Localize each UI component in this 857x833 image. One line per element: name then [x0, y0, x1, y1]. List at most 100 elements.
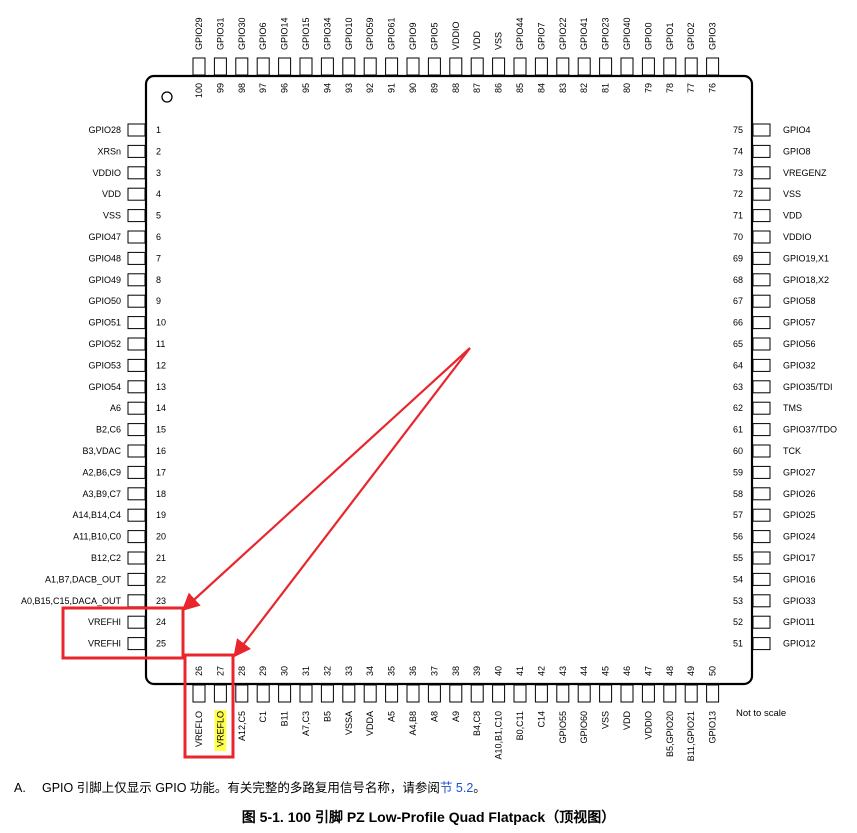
pin-pad-right-63: [752, 380, 771, 394]
pin-pad-bottom-48: [663, 684, 677, 703]
pin-name-66: GPIO57: [783, 318, 816, 328]
pin-name-76: GPIO3: [708, 22, 718, 50]
pin-pad-right-70: [752, 230, 771, 244]
pin-pad-right-68: [752, 273, 771, 287]
pin-number-45: 45: [601, 666, 611, 676]
pin-name-25: VREFHI: [88, 639, 121, 649]
pin-number-47: 47: [643, 666, 653, 676]
pin-pad-right-53: [752, 594, 771, 608]
pin-name-61: GPIO37/TDO: [783, 425, 837, 435]
pin-pad-bottom-43: [556, 684, 570, 703]
pin-pad-left-8: [127, 273, 146, 287]
pin-number-89: 89: [429, 83, 439, 93]
pin-number-34: 34: [365, 666, 375, 676]
pin-name-73: VREGENZ: [783, 168, 827, 178]
pin-pad-bottom-47: [641, 684, 655, 703]
pin-name-37: A8: [429, 711, 439, 722]
pin-number-21: 21: [156, 553, 166, 563]
pin-pad-bottom-35: [385, 684, 399, 703]
pin-number-87: 87: [472, 83, 482, 93]
pin-number-63: 63: [733, 382, 743, 392]
pin-pad-top-79: [641, 57, 655, 76]
pin-name-81: GPIO23: [601, 17, 611, 50]
pin-number-93: 93: [344, 83, 354, 93]
pin-pad-right-64: [752, 358, 771, 372]
pin-name-3: VDDIO: [92, 168, 121, 178]
pin-pad-left-22: [127, 572, 146, 586]
pin-name-4: VDD: [102, 189, 122, 199]
pin-number-57: 57: [733, 510, 743, 520]
pin-pad-left-5: [127, 209, 146, 223]
pin-pad-bottom-45: [599, 684, 613, 703]
arrow-to-vreflo: [233, 347, 471, 658]
pin-name-31: A7,C3: [301, 711, 311, 736]
pin-number-100: 100: [194, 83, 204, 98]
pin-pad-left-21: [127, 551, 146, 565]
pin-number-29: 29: [258, 666, 268, 676]
pin-pad-left-10: [127, 316, 146, 330]
pin-number-62: 62: [733, 403, 743, 413]
pin-number-43: 43: [558, 666, 568, 676]
pin-pad-right-57: [752, 508, 771, 522]
footnote: A. GPIO 引脚上仅显示 GPIO 功能。有关完整的多路复用信号名称，请参阅节…: [14, 777, 486, 796]
pin-pad-right-72: [752, 187, 771, 201]
pin-name-84: GPIO7: [536, 22, 546, 50]
pin-number-7: 7: [156, 253, 161, 263]
pin-pad-top-88: [449, 57, 463, 76]
pin-name-54: GPIO16: [783, 574, 816, 584]
pin-name-63: GPIO35/TDI: [783, 382, 833, 392]
pin-pad-top-91: [385, 57, 399, 76]
pin-number-99: 99: [215, 83, 225, 93]
pin-pad-top-96: [278, 57, 292, 76]
pin-pad-left-19: [127, 508, 146, 522]
pin-name-8: GPIO49: [88, 275, 121, 285]
pin-pad-bottom-49: [684, 684, 698, 703]
pin-name-10: GPIO51: [88, 318, 121, 328]
pin-name-24: VREFHI: [88, 617, 121, 627]
pin-pad-left-15: [127, 423, 146, 437]
pin-name-26: VREFLO: [194, 711, 204, 747]
pin-pad-top-90: [406, 57, 420, 76]
pin-name-90: GPIO9: [408, 22, 418, 50]
pin-name-57: GPIO25: [783, 510, 816, 520]
pin-number-5: 5: [156, 211, 161, 221]
pin-number-36: 36: [408, 666, 418, 676]
pin-number-15: 15: [156, 425, 166, 435]
pin-number-64: 64: [733, 360, 743, 370]
pin-number-33: 33: [344, 666, 354, 676]
vrefhi-highlight-box: [61, 606, 185, 660]
pin-pad-right-58: [752, 487, 771, 501]
pin-pad-bottom-50: [706, 684, 720, 703]
pin-name-82: GPIO41: [579, 17, 589, 50]
pin-name-94: GPIO34: [322, 17, 332, 50]
figure-caption: 图 5-1. 100 引脚 PZ Low-Profile Quad Flatpa…: [241, 809, 616, 825]
pin-pad-right-66: [752, 316, 771, 330]
pin-number-75: 75: [733, 125, 743, 135]
pin-name-28: A12,C5: [237, 711, 247, 741]
pin-pad-bottom-37: [427, 684, 441, 703]
pin-pad-left-4: [127, 187, 146, 201]
pin-number-72: 72: [733, 189, 743, 199]
footnote-label: A.: [14, 781, 26, 795]
pin-name-92: GPIO59: [365, 17, 375, 50]
pin-name-21: B12,C2: [91, 553, 121, 563]
pin-number-92: 92: [365, 83, 375, 93]
pin-name-38: A9: [451, 711, 461, 722]
pin-pad-right-71: [752, 209, 771, 223]
pin-name-83: GPIO22: [558, 17, 568, 50]
pin-pad-top-93: [342, 57, 356, 76]
pin-number-48: 48: [665, 666, 675, 676]
pin-pad-bottom-34: [363, 684, 377, 703]
pin-pad-right-59: [752, 465, 771, 479]
pin-name-75: GPIO4: [783, 125, 811, 135]
pin-name-5: VSS: [103, 211, 121, 221]
pin-number-65: 65: [733, 339, 743, 349]
pin-pad-top-98: [235, 57, 249, 76]
section-link[interactable]: 节 5.2: [439, 781, 474, 795]
pin-name-47: VDDIO: [643, 711, 653, 740]
pin-pad-left-2: [127, 144, 146, 158]
pin-name-71: VDD: [783, 211, 803, 221]
pin-pad-right-52: [752, 615, 771, 629]
pin-pad-top-84: [534, 57, 548, 76]
pin-pad-right-73: [752, 166, 771, 180]
